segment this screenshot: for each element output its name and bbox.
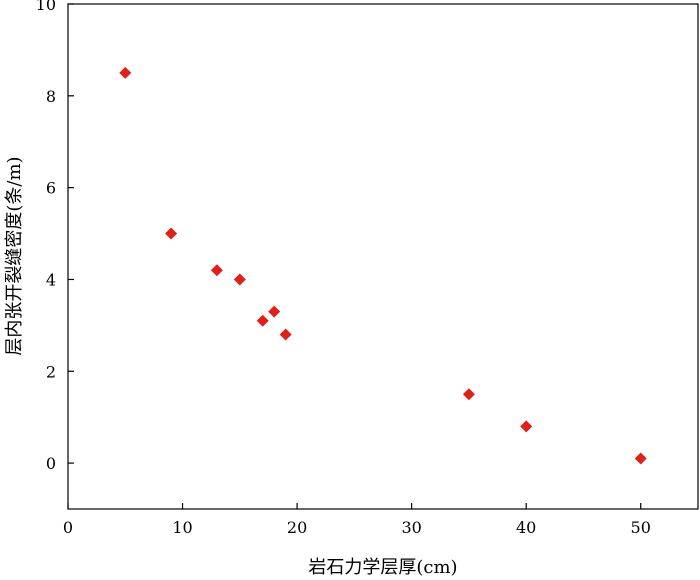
data-point [279, 328, 292, 341]
y-axis-title: 层内张开裂缝密度(条/m) [4, 156, 25, 355]
y-tick-label: 8 [46, 87, 56, 106]
y-tick-label: 2 [46, 362, 56, 381]
data-points [119, 66, 647, 465]
data-point [233, 273, 246, 286]
x-tick-label: 30 [401, 518, 421, 537]
y-tick-label: 10 [36, 0, 56, 14]
data-point [520, 420, 533, 433]
y-axis: 0 2 4 6 8 10 [36, 0, 74, 473]
data-point [462, 388, 475, 401]
data-point [256, 314, 269, 327]
x-tick-label: 50 [631, 518, 651, 537]
x-tick-label: 20 [287, 518, 307, 537]
y-tick-label: 4 [46, 270, 56, 289]
x-tick-label: 40 [516, 518, 536, 537]
data-point [634, 452, 647, 465]
data-point [210, 264, 223, 277]
x-axis: 0 10 20 30 40 50 [63, 503, 651, 537]
y-tick-label: 0 [46, 454, 56, 473]
x-tick-label: 0 [63, 518, 73, 537]
x-tick-label: 10 [172, 518, 192, 537]
x-axis-title: 岩石力学层厚(cm) [308, 557, 457, 578]
data-point [268, 305, 281, 318]
y-tick-label: 6 [46, 179, 56, 198]
data-point [165, 227, 178, 240]
data-point [119, 66, 132, 79]
plot-frame [67, 3, 699, 510]
